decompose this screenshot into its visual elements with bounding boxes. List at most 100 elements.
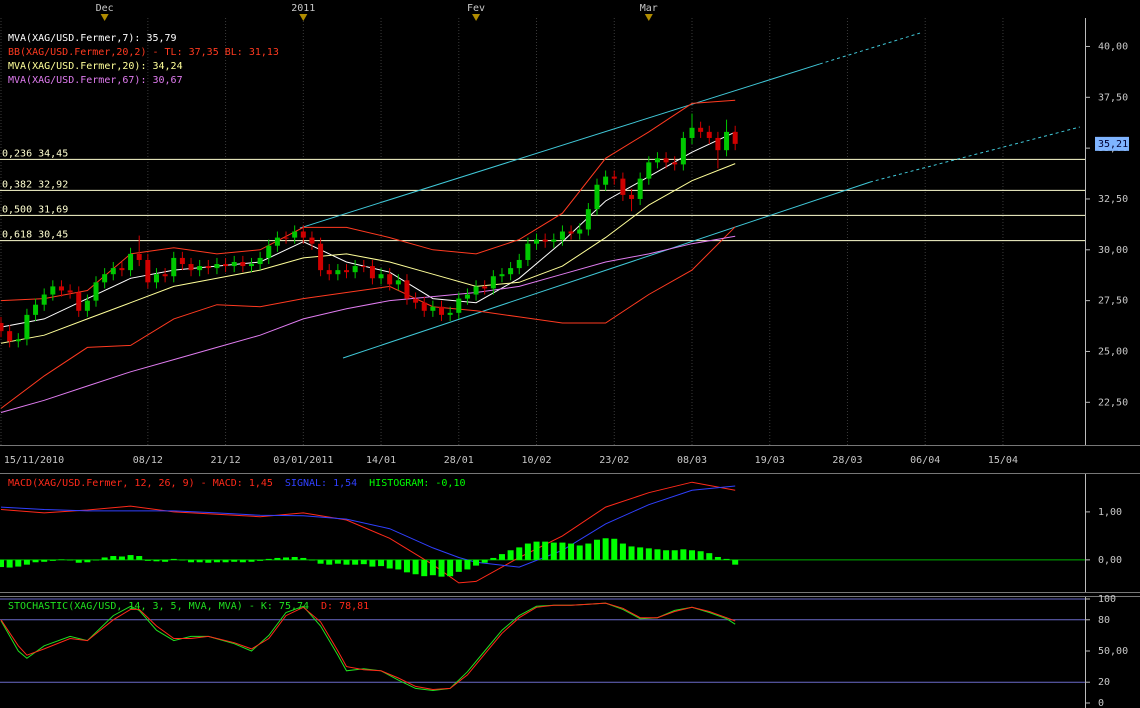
histogram-bar — [602, 538, 609, 560]
candle-body — [119, 268, 125, 271]
x-tick-label: 23/02 — [599, 455, 629, 466]
fib-label: 0,382 32,92 — [2, 179, 68, 190]
candle-body — [171, 257, 177, 277]
histogram-bar — [93, 559, 100, 561]
period-marker — [472, 14, 481, 21]
x-tick-label: 21/12 — [211, 455, 241, 466]
legend-entry: MVA(XAG/USD.Fermer,67): 30,67 — [8, 75, 183, 86]
candle-body — [257, 257, 263, 265]
period-marker — [100, 14, 109, 21]
histogram-bar — [231, 559, 238, 562]
candle-body — [663, 158, 669, 163]
candle-body — [343, 270, 349, 273]
histogram-bar — [291, 556, 298, 560]
histogram-bar — [619, 543, 626, 560]
candle-body — [534, 239, 540, 244]
histogram-bar — [326, 559, 333, 565]
candle-body — [525, 243, 531, 260]
histogram-bar — [317, 559, 324, 564]
histogram-bar — [481, 559, 488, 563]
candle-body — [205, 266, 211, 269]
legend-entry: D: 78,81 — [321, 601, 369, 612]
fib-label: 0,236 34,45 — [2, 148, 68, 159]
candle-body — [698, 127, 704, 132]
candle-body — [715, 137, 721, 151]
candle-body — [50, 286, 56, 295]
histogram-bar — [179, 559, 186, 561]
candle-body — [447, 312, 453, 315]
histogram-bar — [593, 539, 600, 560]
candle-body — [439, 306, 445, 315]
candle-body — [33, 304, 39, 315]
x-tick-label: 15/04 — [988, 455, 1018, 466]
histogram-bar — [714, 556, 721, 560]
series-line — [0, 226, 736, 409]
histogram-bar — [222, 559, 229, 563]
histogram-bar — [0, 559, 5, 568]
candle-body — [335, 270, 341, 275]
histogram-bar — [136, 556, 143, 560]
candle-body — [110, 268, 116, 275]
histogram-bar — [283, 557, 290, 560]
period-marker — [299, 14, 308, 21]
histogram-bar — [118, 556, 125, 560]
histogram-bar — [49, 559, 56, 561]
y-tick-label: 1,00 — [1098, 507, 1122, 518]
series-line — [0, 99, 736, 302]
candle-body — [292, 231, 298, 238]
y-tick-label: 20 — [1098, 677, 1110, 688]
x-tick-label: 28/01 — [444, 455, 474, 466]
y-tick-label: 22,50 — [1098, 397, 1128, 408]
x-tick-label: 19/03 — [755, 455, 785, 466]
fib-label: 0,500 31,69 — [2, 204, 68, 215]
histogram-bar — [162, 559, 169, 562]
histogram-bar — [248, 559, 255, 562]
candle-body — [516, 259, 522, 269]
histogram-bar — [205, 559, 212, 563]
legend-entry: HISTOGRAM: -0,10 — [369, 478, 465, 489]
histogram-bar — [490, 557, 497, 560]
candle-body — [128, 253, 134, 271]
x-tick-label: 08/03 — [677, 455, 707, 466]
x-tick-label: 03/01/2011 — [273, 455, 333, 466]
candle-body — [378, 274, 384, 279]
histogram-bar — [645, 548, 652, 560]
histogram-bar — [170, 558, 177, 560]
y-tick-label: 32,50 — [1098, 194, 1128, 205]
histogram-bar — [188, 559, 195, 563]
candle-body — [620, 178, 626, 195]
histogram-bar — [671, 550, 678, 560]
series-line — [0, 131, 736, 328]
period-label: Fev — [467, 3, 485, 14]
candle-body — [41, 294, 47, 305]
series-line — [0, 602, 736, 692]
histogram-bar — [196, 559, 203, 563]
histogram-bar — [369, 559, 376, 567]
histogram-bar — [568, 543, 575, 560]
candle-body — [542, 239, 548, 242]
series-line — [0, 485, 736, 568]
candle-body — [490, 276, 496, 289]
histogram-bar — [15, 559, 22, 567]
candle-body — [577, 229, 583, 234]
histogram-bar — [153, 559, 160, 562]
x-tick-label: 10/02 — [521, 455, 551, 466]
candle-body — [421, 302, 427, 311]
candle-body — [413, 298, 419, 303]
candle-body — [318, 243, 324, 271]
histogram-bar — [706, 553, 713, 560]
legend-entry: SIGNAL: 1,54 — [285, 478, 357, 489]
candle-body — [300, 231, 306, 238]
series-line — [0, 235, 736, 413]
histogram-bar — [473, 559, 480, 566]
histogram-bar — [127, 555, 134, 560]
trend-line — [819, 32, 921, 65]
candle-body — [102, 274, 108, 283]
candle-body — [629, 194, 635, 199]
candle-body — [352, 266, 358, 273]
x-tick-label: 15/11/2010 — [4, 455, 64, 466]
histogram-bar — [732, 559, 739, 565]
candle-body — [214, 264, 220, 269]
period-label: 2011 — [291, 3, 315, 14]
series-line — [0, 602, 736, 691]
